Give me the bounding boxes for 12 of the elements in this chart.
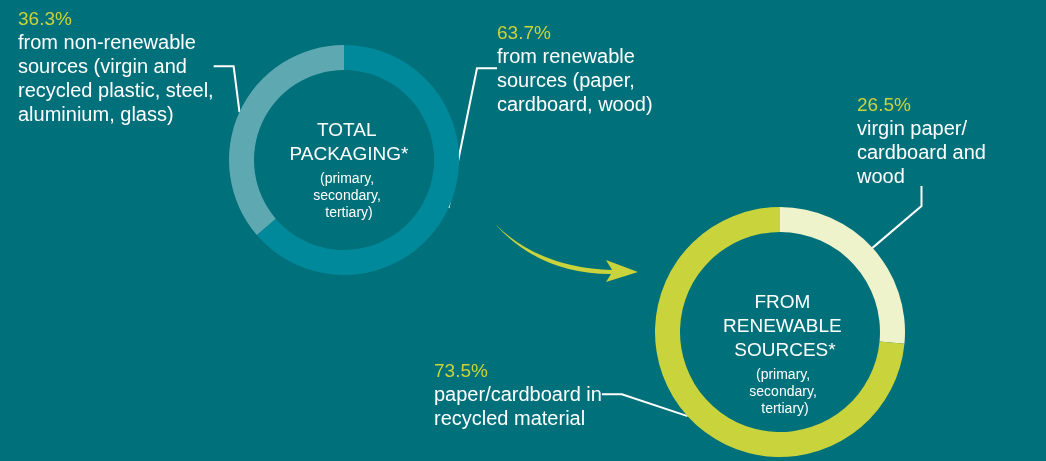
slice-label: virgin paper/ cardboard and wood xyxy=(856,117,986,187)
text: FROM RENEWABLE SOURCES* xyxy=(723,290,847,360)
slice-label: from non-renewable sources (virgin and recycled plastic, steel, aluminium, glass) xyxy=(18,31,214,125)
data-label: 63.7% xyxy=(497,21,551,43)
text: (primary, secondary, tertiary) xyxy=(313,169,385,220)
text: (primary, secondary, tertiary) xyxy=(749,365,821,416)
text: TOTAL PACKAGING* xyxy=(289,118,410,164)
data-label: 36.3% xyxy=(18,7,72,29)
slice-label: paper/cardboard in recycled material xyxy=(434,383,602,429)
data-label: 73.5% xyxy=(434,359,488,381)
slice-label: from renewable sources (paper, cardboard, wood) xyxy=(497,45,653,115)
data-label: 26.5% xyxy=(857,93,911,115)
